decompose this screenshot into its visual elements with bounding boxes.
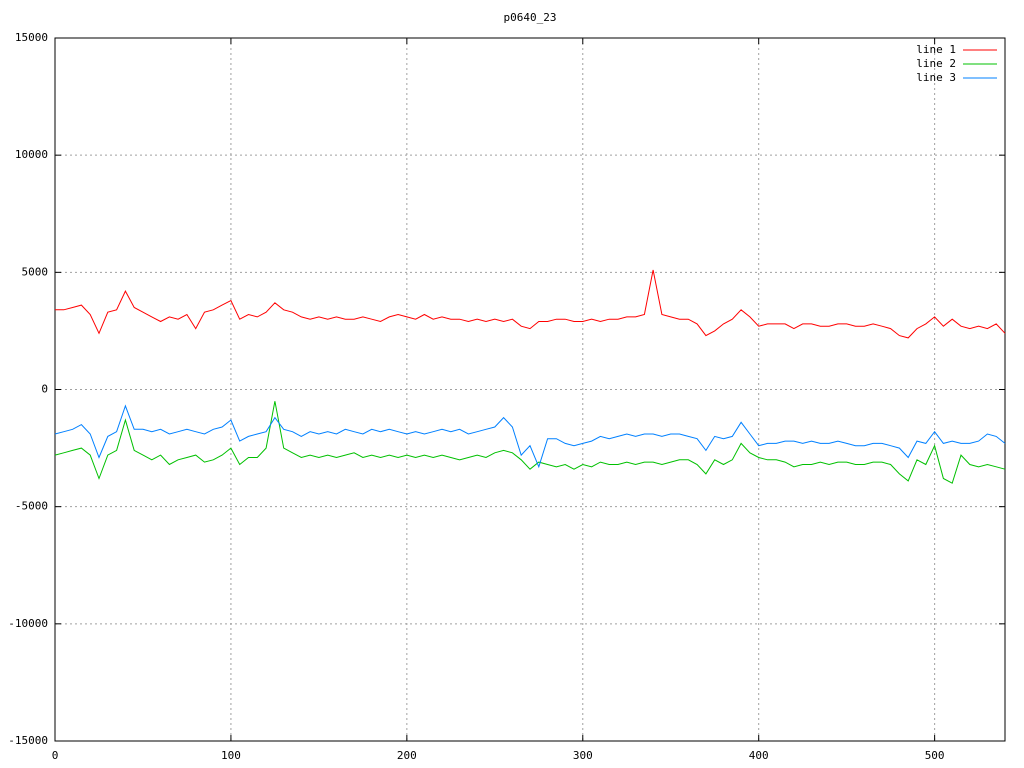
y-tick-label: 15000 — [15, 31, 48, 44]
y-tick-label: -10000 — [8, 617, 48, 630]
y-tick-label: -15000 — [8, 734, 48, 747]
y-tick-label: 0 — [41, 383, 48, 396]
x-tick-label: 0 — [52, 749, 59, 762]
y-tick-label: 10000 — [15, 148, 48, 161]
legend-label: line 2 — [916, 57, 956, 70]
legend-label: line 1 — [916, 43, 956, 56]
x-tick-label: 100 — [221, 749, 241, 762]
line-series — [55, 269, 1006, 339]
chart-title: p0640_23 — [504, 11, 557, 24]
line-series — [54, 404, 1006, 469]
y-tick-label: -5000 — [15, 500, 48, 513]
y-tick-label: 5000 — [22, 265, 49, 278]
x-tick-label: 500 — [925, 749, 945, 762]
x-tick-label: 200 — [397, 749, 417, 762]
legend-label: line 3 — [916, 71, 956, 84]
x-tick-label: 300 — [573, 749, 593, 762]
line-series — [54, 401, 1006, 484]
x-tick-label: 400 — [749, 749, 769, 762]
